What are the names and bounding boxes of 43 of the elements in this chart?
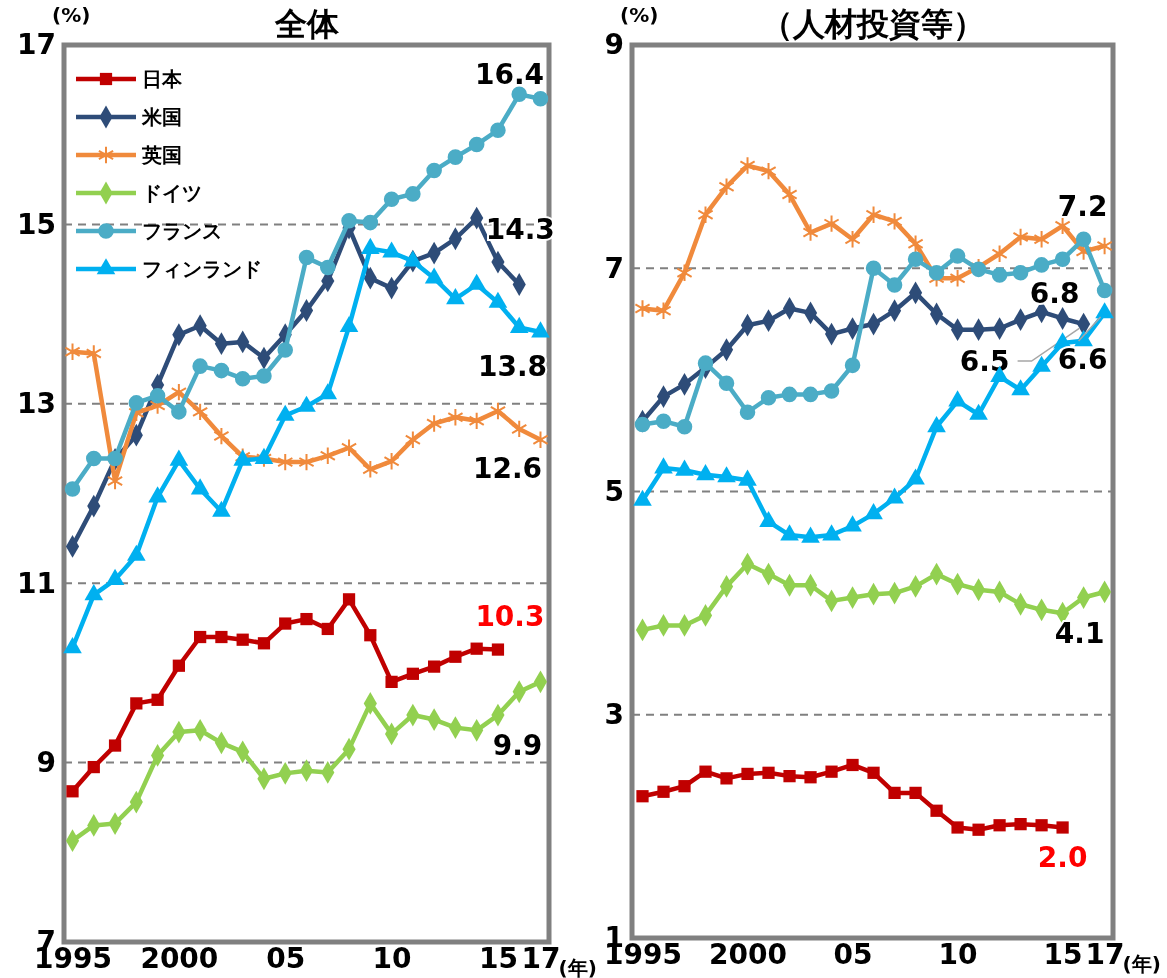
y-tick-label: 7 bbox=[604, 251, 624, 285]
legend-label: フィンランド bbox=[142, 257, 262, 281]
legend-label: フランス bbox=[142, 219, 222, 243]
data-label: 13.8 bbox=[477, 349, 548, 383]
data-label: 14.3 bbox=[485, 213, 555, 246]
data-label: 12.6 bbox=[472, 452, 543, 486]
data-label: 6.8 bbox=[1029, 277, 1080, 311]
x-tick-label: 05 bbox=[833, 937, 873, 971]
data-label: 9.9 bbox=[492, 729, 543, 763]
chart-title: （人材投資等） bbox=[760, 5, 985, 43]
x-tick-label: 17 bbox=[521, 941, 561, 975]
x-tick-label: 15 bbox=[478, 941, 518, 975]
data-label: 10.3 bbox=[475, 600, 545, 634]
y-tick-label: 11 bbox=[17, 566, 56, 600]
y-tick-label: 9 bbox=[604, 28, 624, 62]
y-tick-label: 5 bbox=[604, 474, 624, 508]
x-tick-label: 10 bbox=[938, 937, 978, 971]
legend-label: ドイツ bbox=[142, 181, 202, 205]
data-label: 4.1 bbox=[1054, 617, 1105, 651]
legend-label: 英国 bbox=[141, 143, 182, 167]
data-label: 6.6 bbox=[1057, 343, 1108, 377]
x-tick-label: 17 bbox=[1085, 937, 1125, 971]
x-tick-label: 2000 bbox=[709, 937, 787, 971]
x-axis-title: (年) bbox=[558, 956, 597, 978]
x-tick-label: 05 bbox=[266, 941, 306, 975]
x-tick-label: 15 bbox=[1043, 937, 1083, 971]
x-tick-label: 10 bbox=[372, 941, 412, 975]
x-axis-title: (年) bbox=[1122, 952, 1161, 976]
y-tick-label: 17 bbox=[17, 28, 56, 62]
legend-label: 米国 bbox=[141, 105, 182, 129]
y-axis-title: (%) bbox=[52, 3, 91, 27]
y-tick-label: 15 bbox=[17, 207, 56, 241]
x-tick-label: 2000 bbox=[140, 941, 219, 975]
data-label: 6.5 bbox=[959, 344, 1010, 378]
data-label: 16.4 bbox=[474, 58, 545, 92]
y-tick-label: 9 bbox=[36, 746, 56, 780]
data-label: 7.2 bbox=[1057, 190, 1108, 224]
y-axis-title: (%) bbox=[620, 3, 659, 27]
data-label: 2.0 bbox=[1037, 840, 1088, 874]
chart-title: 全体 bbox=[273, 5, 340, 43]
legend-label: 日本 bbox=[142, 67, 183, 91]
y-tick-label: 3 bbox=[604, 698, 624, 732]
y-tick-label: 13 bbox=[17, 387, 56, 421]
